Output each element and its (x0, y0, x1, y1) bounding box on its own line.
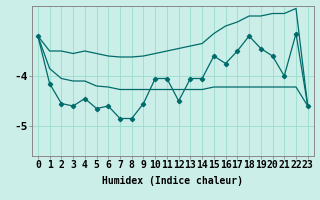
X-axis label: Humidex (Indice chaleur): Humidex (Indice chaleur) (102, 176, 243, 186)
